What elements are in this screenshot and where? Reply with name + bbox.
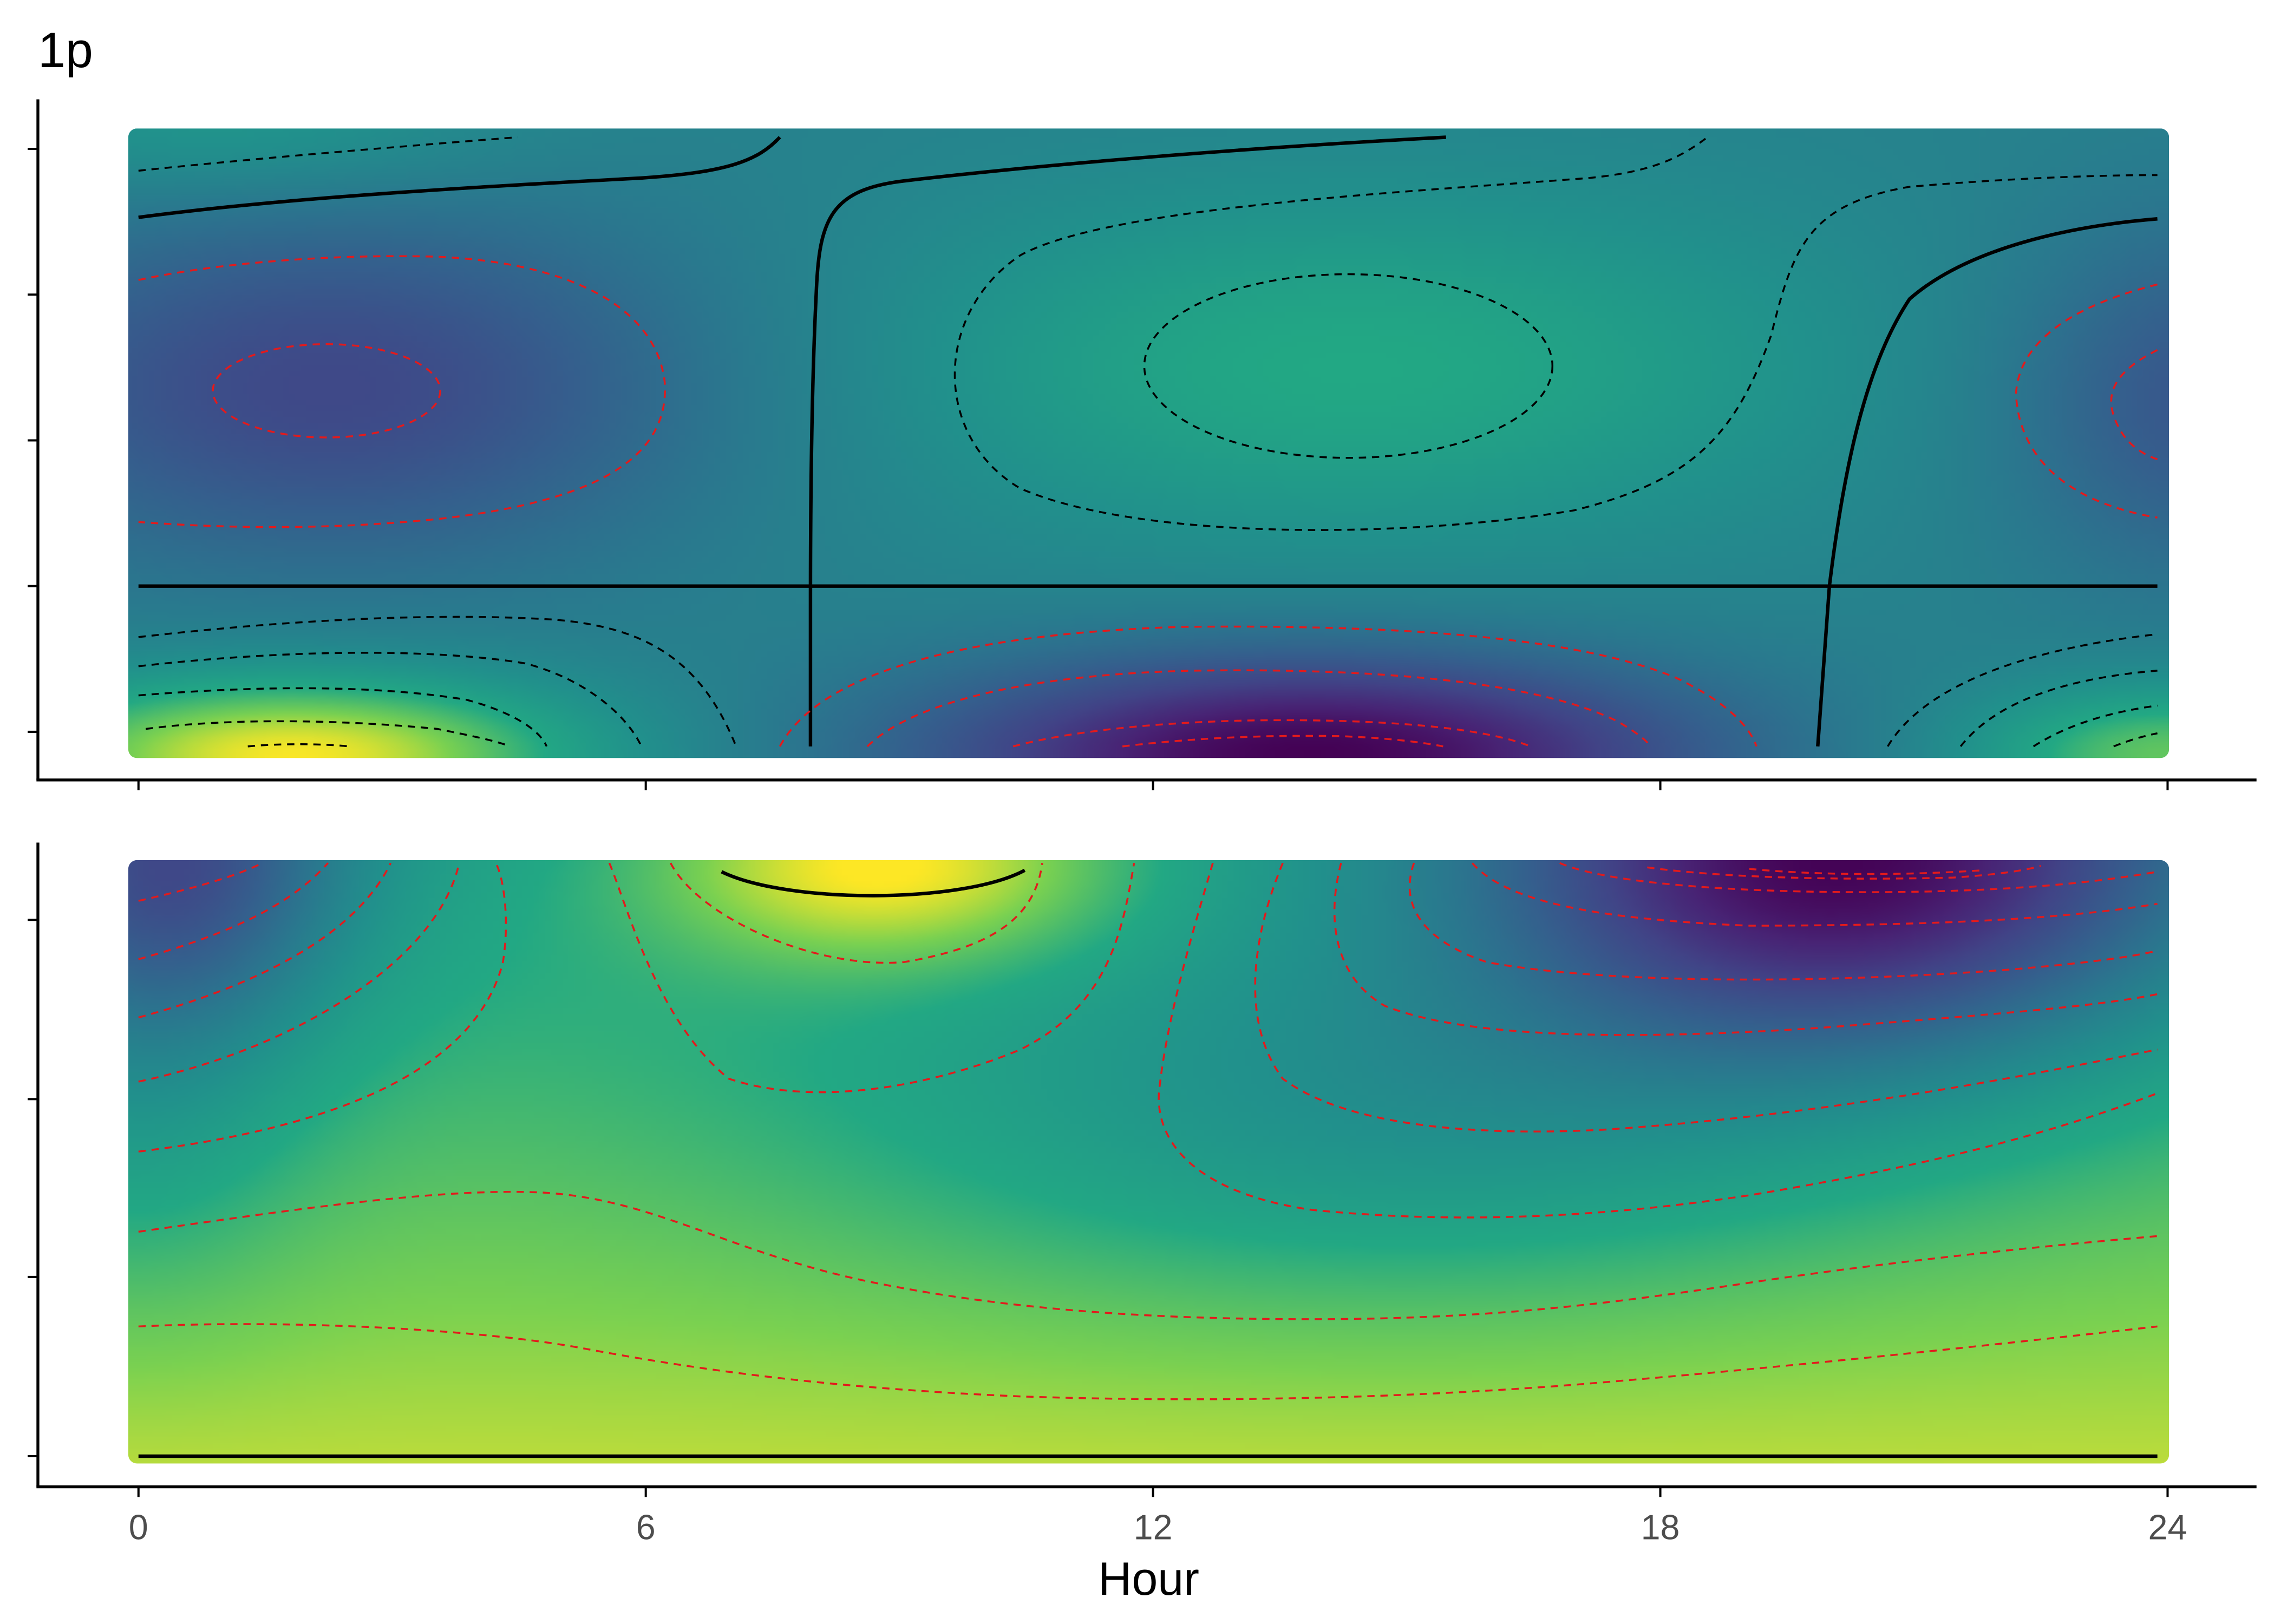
- x-tick-label: 0: [129, 1508, 148, 1547]
- contour-line: [2113, 732, 2158, 748]
- contour-line: [1333, 862, 2158, 1036]
- contour-line: [138, 862, 392, 1019]
- contour-line: [608, 862, 1135, 1093]
- contour-line: [1122, 735, 1443, 748]
- contour-line: [138, 1190, 2158, 1320]
- x-axis-ticks: 0 6 12 18 24: [129, 1487, 2187, 1547]
- contours-top: [138, 135, 2158, 748]
- x-tick-label: 18: [1641, 1508, 1680, 1547]
- contour-line: [1143, 273, 1554, 459]
- contour-line: [1471, 862, 2158, 927]
- contour-line: [669, 862, 1043, 964]
- contour-line: [138, 255, 666, 528]
- zero-contour: [138, 136, 781, 219]
- y-axis-top: [28, 99, 40, 780]
- contour-line: [1887, 633, 2158, 747]
- contour-line: [1959, 670, 2158, 747]
- y-axis-bottom: [28, 842, 40, 1487]
- x-tick-label: 24: [2148, 1508, 2187, 1547]
- x-tick-label: 12: [1134, 1508, 1173, 1547]
- figure-tag: 1p: [38, 23, 93, 78]
- zero-contour: [1816, 217, 2158, 747]
- contour-line: [138, 1323, 2158, 1400]
- contour-line: [138, 652, 643, 747]
- contour-line: [145, 720, 511, 748]
- panel-top: [28, 99, 2257, 790]
- contour-line: [779, 625, 1757, 747]
- panel-bottom: 0 6 12 18 24: [28, 842, 2257, 1547]
- contour-line: [1559, 862, 2158, 893]
- contour-line: [212, 343, 441, 438]
- x-axis-top: [36, 778, 2257, 790]
- contours-bottom: [138, 862, 2158, 1458]
- contour-line: [2033, 704, 2158, 748]
- x-tick-label: 6: [636, 1508, 656, 1547]
- contour-line: [1749, 868, 1983, 875]
- contour-line: [138, 687, 548, 747]
- contour-line: [1254, 862, 2158, 1132]
- x-axis-label: Hour: [1098, 1553, 1199, 1605]
- contour-line: [138, 862, 507, 1153]
- contour-line: [866, 669, 1651, 748]
- contour-line: [138, 862, 263, 902]
- contour-line: [1408, 862, 2158, 981]
- contour-line: [2015, 283, 2158, 519]
- zero-contour: [721, 868, 1026, 898]
- contour-line: [138, 136, 518, 172]
- contour-line: [138, 862, 329, 960]
- contour-line: [1647, 865, 2041, 880]
- zero-contour: [808, 135, 1446, 746]
- heatmap-top: [128, 128, 2170, 758]
- contour-line: [1012, 719, 1531, 748]
- heatmap-bottom: [128, 860, 2170, 1464]
- contour-line: [138, 862, 460, 1083]
- contour-line: [953, 137, 2158, 531]
